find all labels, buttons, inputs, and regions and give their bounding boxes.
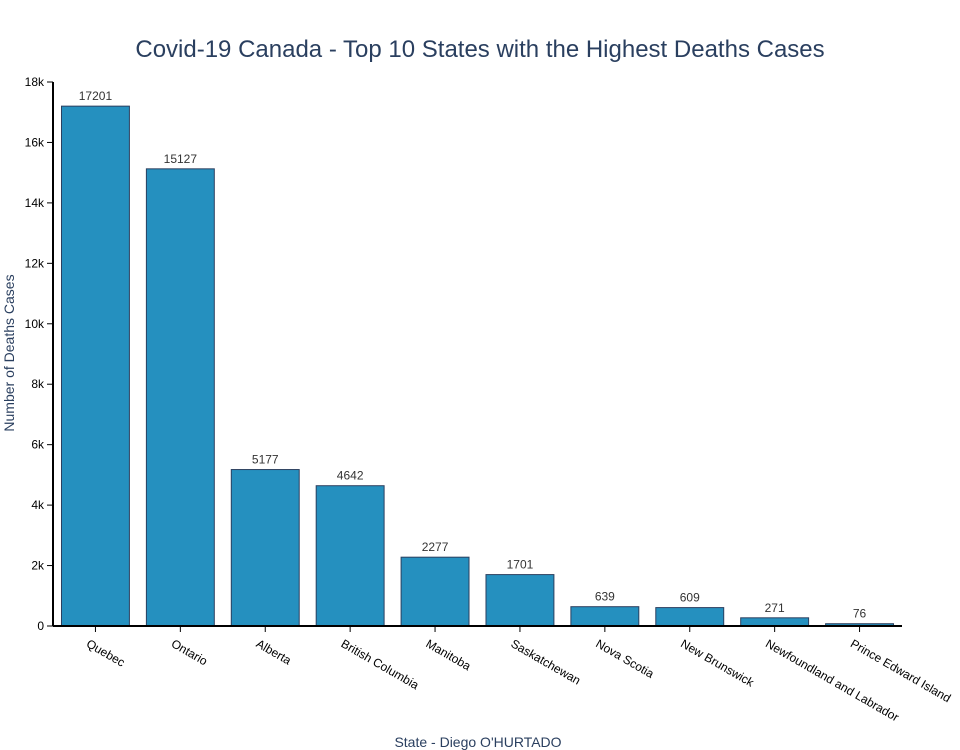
- y-tick-label: 2k: [31, 559, 45, 573]
- bar-value-label: 609: [680, 591, 700, 605]
- x-tick-label: Saskatchewan: [508, 636, 583, 687]
- bar-alberta[interactable]: [230, 469, 300, 627]
- bars-group: [60, 105, 895, 627]
- bar-saskatchewan[interactable]: [485, 574, 555, 627]
- x-axis-ticks: Quebec Ontario Alberta British Columbia Mani…: [84, 626, 953, 724]
- chart-title: Covid-19 Canada - Top 10 States with the…: [135, 36, 824, 63]
- x-tick-label: Alberta: [254, 636, 294, 667]
- bar-manitoba[interactable]: [400, 556, 470, 627]
- bar-value-label: 5177: [252, 453, 279, 467]
- x-tick-label: Quebec: [84, 636, 127, 669]
- x-tick-label: Ontario: [169, 636, 210, 668]
- bar-labels-group: 17201 15127 5177 4642 2277 1701 639 609 271 76: [79, 89, 867, 621]
- y-axis-ticks: 0 2k 4k 6k 8k 10k 12k 14k 16k 18k: [25, 75, 53, 633]
- bar-newfoundland-and-labrador[interactable]: [740, 617, 810, 627]
- bar-value-label: 2277: [422, 540, 449, 554]
- bar-value-label: 271: [765, 601, 785, 615]
- y-tick-label: 14k: [25, 196, 45, 210]
- bar-new-brunswick[interactable]: [655, 607, 725, 627]
- bar-value-label: 639: [595, 590, 615, 604]
- y-tick-label: 12k: [25, 256, 45, 270]
- x-tick-label: Newfoundland and Labrador: [763, 636, 901, 724]
- x-axis-label: State - Diego O'HURTADO: [394, 734, 561, 750]
- bar-value-label: 4642: [337, 469, 364, 483]
- bar-quebec[interactable]: [60, 105, 130, 627]
- y-tick-label: 16k: [25, 135, 45, 149]
- bar-value-label: 76: [853, 607, 867, 621]
- bar-british-columbia[interactable]: [315, 485, 385, 627]
- x-tick-label: New Brunswick: [678, 636, 757, 690]
- bar-nova-scotia[interactable]: [570, 606, 640, 627]
- bar-value-label: 17201: [79, 89, 113, 103]
- y-tick-label: 0: [37, 619, 44, 633]
- y-axis-label: Number of Deaths Cases: [1, 274, 17, 431]
- y-tick-label: 10k: [25, 317, 45, 331]
- x-tick-label: Manitoba: [424, 636, 474, 673]
- bar-value-label: 1701: [507, 558, 534, 572]
- x-tick-label: British Columbia: [339, 636, 422, 692]
- bar-ontario[interactable]: [145, 168, 215, 627]
- y-tick-label: 8k: [31, 377, 45, 391]
- y-tick-label: 6k: [31, 438, 45, 452]
- y-tick-label: 18k: [25, 75, 45, 89]
- bar-value-label: 15127: [164, 152, 198, 166]
- x-tick-label: Nova Scotia: [593, 636, 656, 681]
- y-tick-label: 4k: [31, 498, 45, 512]
